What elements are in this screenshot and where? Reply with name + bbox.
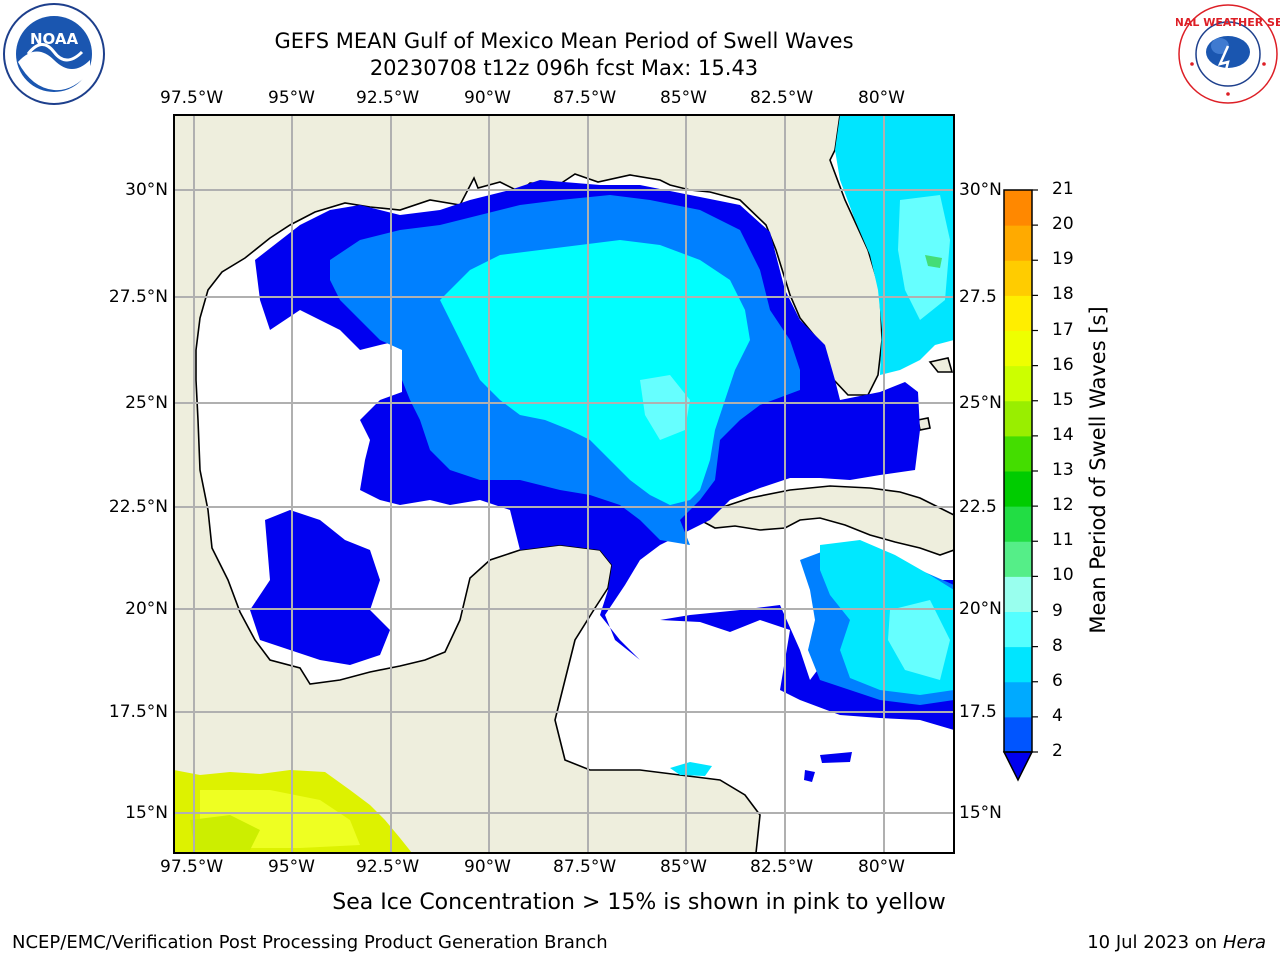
colorbar-tick-label: 9 [1052,600,1063,621]
colorbar-swatch [1004,260,1032,296]
footer-date: 10 Jul 2023 on Hera [1087,932,1266,953]
colorbar-tick-label: 20 [1052,214,1074,235]
lon-label: 82.5°W [750,88,814,108]
lon-label: 80°W [858,88,905,108]
lat-label: 15°N [125,803,168,823]
swell-contours [250,115,954,782]
lat-label: 25°N [959,393,1002,413]
colorbar-tick-label: 6 [1052,670,1063,691]
colorbar-tick-label: 17 [1052,319,1074,340]
colorbar-extend-arrow [1002,751,1034,782]
colorbar-tick-label: 2 [1052,741,1063,761]
colorbar-tick-label: 16 [1052,354,1074,375]
chart-subtitle: 20230708 t12z 096h fcst Max: 15.43 [369,56,759,80]
lat-label: 30°N [125,180,168,200]
colorbar-swatch [1004,506,1032,542]
map-border [173,114,955,854]
lon-label: 90°W [464,857,511,877]
cuba-land [698,485,955,556]
footer-credit: NCEP/EMC/Verification Post Processing Pr… [12,932,608,953]
svg-text:NOAA: NOAA [30,30,79,48]
colorbar-swatch [1004,365,1032,402]
colorbar-swatch [1004,471,1032,507]
colorbar-swatch [1004,611,1032,648]
lat-label: 27.5°N [108,287,168,307]
colorbar-swatch [1004,576,1032,612]
lon-label: 87.5°W [553,88,617,108]
lon-label: 97.5°W [160,857,224,877]
colorbar-title: Mean Period of Swell Waves [s] [1086,306,1110,634]
colorbar-swatch [1004,646,1032,683]
colorbar-tick-label: 12 [1052,495,1074,516]
contour-6-8s-central [440,240,750,505]
colorbar-tick-label: 13 [1052,460,1074,480]
colorbar-swatch [1004,330,1032,367]
footer-host: Hera [1222,932,1266,953]
colorbar-swatch [1004,435,1032,472]
lat-label: 27.5 [959,287,997,307]
lon-label: 85°W [660,88,707,108]
lon-label: 92.5°W [356,88,420,108]
lon-label: 80°W [858,857,905,877]
lat-label: 22.5 [959,497,997,517]
footer-date-text: 10 Jul 2023 on [1087,932,1223,953]
colorbar-tick-label: 11 [1052,530,1074,551]
sea-ice-caption: Sea Ice Concentration > 15% is shown in … [332,890,946,915]
lat-label: 20°N [959,599,1002,619]
lon-label: 85°W [660,857,707,877]
lon-label: 90°W [464,88,511,108]
colorbar-tick-label: 21 [1052,179,1074,199]
lon-label: 97.5°W [160,88,224,108]
lon-label: 87.5°W [553,857,617,877]
colorbar-swatch [1004,225,1032,261]
colorbar-swatch [1004,716,1032,753]
colorbar-swatch [1004,541,1032,577]
colorbar-tick-label: 14 [1052,424,1074,445]
colorbar-swatch [1004,400,1032,437]
lat-label: 25°N [125,393,168,413]
lat-label: 17.5 [959,702,997,722]
colorbar-tick-label: 19 [1052,249,1074,270]
colorbar-tick-label: 8 [1052,635,1063,656]
colorbar-swatch [1004,681,1032,718]
colorbar-tick-label: 4 [1052,705,1063,726]
lat-label: 20°N [125,599,168,619]
colorbar-tick-label: 15 [1052,389,1074,410]
colorbar [1002,189,1038,782]
chart-title: GEFS MEAN Gulf of Mexico Mean Period of … [274,29,854,53]
lat-label: 15°N [959,803,1002,823]
colorbar-tick-label: 10 [1052,565,1074,586]
lon-label: 92.5°W [356,857,420,877]
colorbar-swatch [1004,190,1032,226]
colorbar-swatch [1004,295,1032,331]
contour-2-4s-west [250,510,390,665]
graticule [174,115,954,853]
colorbar-tick-label: 18 [1052,284,1074,305]
lat-label: 22.5°N [108,497,168,517]
lat-label: 17.5°N [108,702,168,722]
lat-label: 30°N [959,180,1002,200]
lon-label: 95°W [268,88,315,108]
lon-label: 82.5°W [750,857,814,877]
lon-label: 95°W [268,857,315,877]
noaa-logo: NOAA [2,2,106,106]
